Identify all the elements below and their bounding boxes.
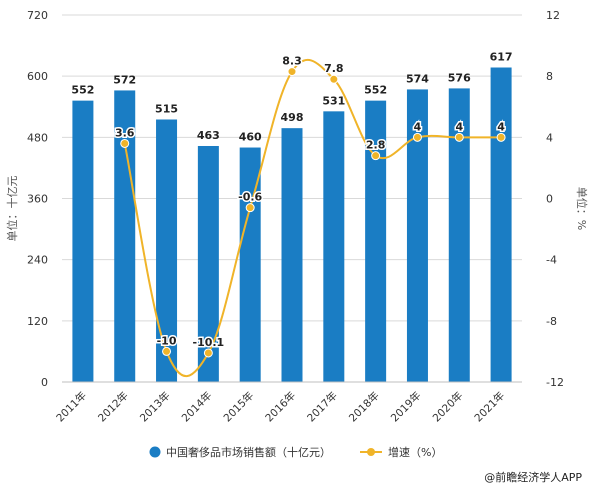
x-tick-label: 2016年 <box>263 389 299 425</box>
growth-point <box>412 132 422 142</box>
bar <box>156 119 178 383</box>
bar <box>281 128 303 382</box>
growth-value-label: 4 <box>414 120 422 133</box>
x-tick-label: 2014年 <box>179 389 215 425</box>
growth-point <box>371 151 381 161</box>
growth-point <box>245 203 255 213</box>
bar-value-label: 460 <box>239 131 262 144</box>
x-tick-label: 2019年 <box>388 389 424 425</box>
growth-point <box>162 346 172 356</box>
growth-value-label: 8.3 <box>282 55 302 68</box>
y-right-axis-title: 单位：% <box>575 187 589 230</box>
y-right-tick-label: 8 <box>546 70 553 83</box>
growth-line-group <box>120 58 506 378</box>
growth-value-label: 7.8 <box>324 62 344 75</box>
bar-value-label: 531 <box>322 94 345 107</box>
x-tick-label: 2015年 <box>221 389 257 425</box>
y-right-tick-label: -8 <box>546 315 557 328</box>
bar <box>114 90 136 382</box>
bar-value-label: 572 <box>113 73 136 86</box>
x-tick-label: 2012年 <box>95 389 131 425</box>
bar-value-label: 574 <box>406 72 429 85</box>
y-left-tick-label: 240 <box>27 254 48 267</box>
y-left-tick-label: 120 <box>27 315 48 328</box>
bar <box>323 111 345 383</box>
growth-value-label: 3.6 <box>115 126 135 139</box>
bar <box>72 100 94 382</box>
bar <box>365 100 387 382</box>
y-left-axis-title: 单位：十亿元 <box>5 176 19 242</box>
growth-value-label: 4 <box>455 120 463 133</box>
y-left-tick-label: 360 <box>27 193 48 206</box>
y-right-tick-label: -12 <box>546 376 564 389</box>
x-tick-label: 2021年 <box>472 389 508 425</box>
bar-value-label: 576 <box>448 71 471 84</box>
legend-line-label: 增速（%） <box>388 445 442 459</box>
y-right-tick-label: 12 <box>546 9 560 22</box>
growth-line <box>123 58 502 378</box>
x-tick-label: 2020年 <box>430 389 466 425</box>
y-left-tick-label: 480 <box>27 131 48 144</box>
legend-line-dot <box>367 448 375 456</box>
y-right-tick-label: -4 <box>546 254 557 267</box>
legend: 中国奢侈品市场销售额（十亿元） 增速（%） @前瞻经济学人APP <box>149 445 582 484</box>
growth-value-label: -0.6 <box>238 191 262 204</box>
bars <box>72 67 512 383</box>
x-tick-label: 2013年 <box>137 389 173 425</box>
legend-bar-marker <box>149 446 161 458</box>
bar <box>406 89 428 383</box>
source-credit: @前瞻经济学人APP <box>484 470 582 484</box>
bar-value-label: 552 <box>71 84 94 97</box>
bar-value-label: 463 <box>197 129 220 142</box>
growth-point <box>120 138 130 148</box>
growth-point <box>454 132 464 142</box>
bar-value-label: 498 <box>281 111 304 124</box>
bar-value-label: 552 <box>364 84 387 97</box>
bar-value-label: 515 <box>155 102 178 115</box>
growth-value-label: -10.1 <box>193 336 225 349</box>
bar <box>239 147 261 382</box>
y-right-tick-label: 0 <box>546 193 553 206</box>
y-left-tick-label: 0 <box>41 376 48 389</box>
growth-value-label: -10 <box>157 334 177 347</box>
legend-bar-label: 中国奢侈品市场销售额（十亿元） <box>166 445 331 459</box>
y-left-tick-label: 720 <box>27 9 48 22</box>
bar <box>490 67 512 382</box>
growth-point <box>287 67 297 77</box>
growth-value-label: 2.8 <box>366 139 386 152</box>
growth-point <box>203 348 213 358</box>
growth-value-label: 4 <box>497 120 505 133</box>
bar <box>448 88 470 383</box>
growth-point <box>329 74 339 84</box>
y-right-tick-label: 4 <box>546 131 553 144</box>
x-tick-label: 2011年 <box>54 389 90 425</box>
x-tick-label: 2017年 <box>304 389 340 425</box>
bar-value-label: 617 <box>490 51 513 64</box>
bar <box>197 145 219 382</box>
y-left-tick-label: 600 <box>27 70 48 83</box>
x-tick-label: 2018年 <box>346 389 382 425</box>
growth-point <box>496 132 506 142</box>
data-labels: 552 572 515 463 460 498 531 552 574 576 617 3.6 -10 -… <box>71 51 513 351</box>
